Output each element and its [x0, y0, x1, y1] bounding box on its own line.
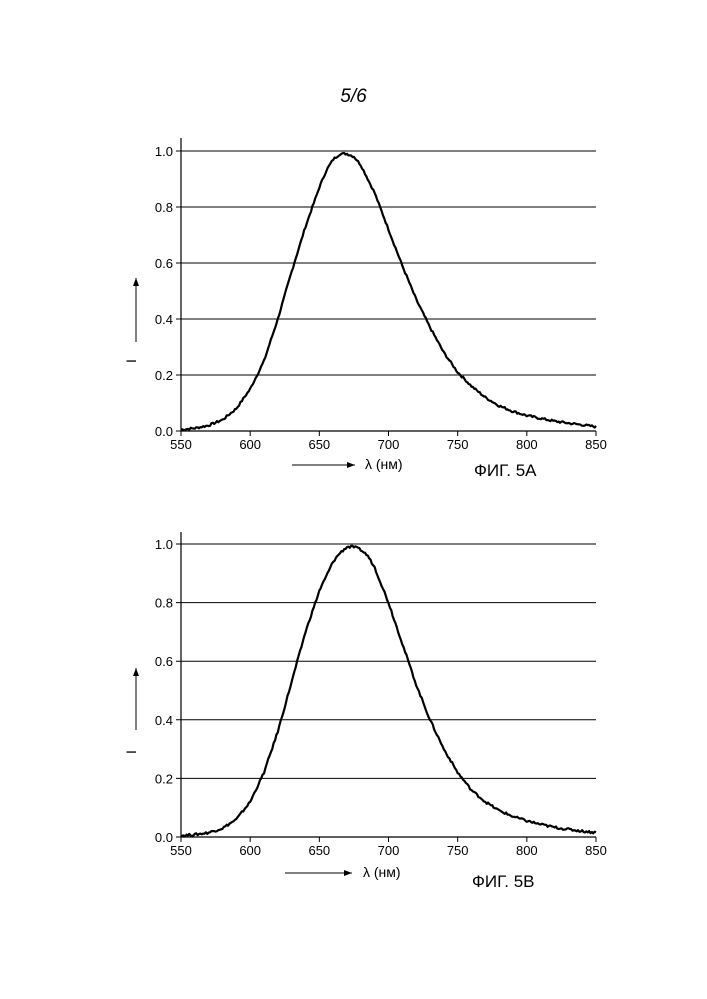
- x-axis-label: λ (нм): [363, 864, 401, 880]
- x-tick-label: 650: [308, 843, 330, 858]
- x-tick-label: 600: [239, 843, 261, 858]
- y-tick-label: 0.6: [155, 654, 173, 669]
- y-tick-label: 0.8: [155, 596, 173, 611]
- y-tick-label: 1.0: [155, 537, 173, 552]
- y-tick-label: 0.0: [155, 424, 173, 439]
- x-tick-label: 600: [239, 437, 261, 452]
- spectrum-line: [180, 544, 597, 838]
- y-label-arrowhead: [133, 668, 139, 676]
- y-label-arrowhead: [133, 278, 139, 286]
- y-tick-label: 0.4: [155, 713, 173, 728]
- x-tick-label: 550: [170, 437, 192, 452]
- y-tick-label: 0.8: [155, 200, 173, 215]
- x-tick-label: 750: [447, 437, 469, 452]
- y-tick-label: 0.4: [155, 312, 173, 327]
- y-tick-label: 0.2: [155, 771, 173, 786]
- y-tick-label: 0.2: [155, 368, 173, 383]
- page-number: 5/6: [340, 86, 367, 107]
- x-tick-label: 700: [378, 437, 400, 452]
- x-tick-label: 850: [585, 437, 607, 452]
- x-label-arrowhead: [344, 870, 352, 876]
- y-axis-label: I: [123, 359, 139, 363]
- x-tick-label: 800: [516, 843, 538, 858]
- x-tick-label: 550: [170, 843, 192, 858]
- figure-label: ФИГ. 5В: [472, 872, 535, 891]
- x-tick-label: 650: [308, 437, 330, 452]
- x-tick-label: 850: [585, 843, 607, 858]
- spectrum-line: [180, 151, 597, 432]
- y-axis-label: I: [123, 750, 139, 754]
- x-tick-label: 750: [447, 843, 469, 858]
- x-tick-label: 700: [378, 843, 400, 858]
- y-tick-label: 0.0: [155, 830, 173, 845]
- x-tick-label: 800: [516, 437, 538, 452]
- y-tick-label: 1.0: [155, 144, 173, 159]
- figure-label: ФИГ. 5А: [474, 461, 537, 480]
- x-label-arrowhead: [347, 462, 355, 468]
- x-axis-label: λ (нм): [365, 456, 403, 472]
- y-tick-label: 0.6: [155, 256, 173, 271]
